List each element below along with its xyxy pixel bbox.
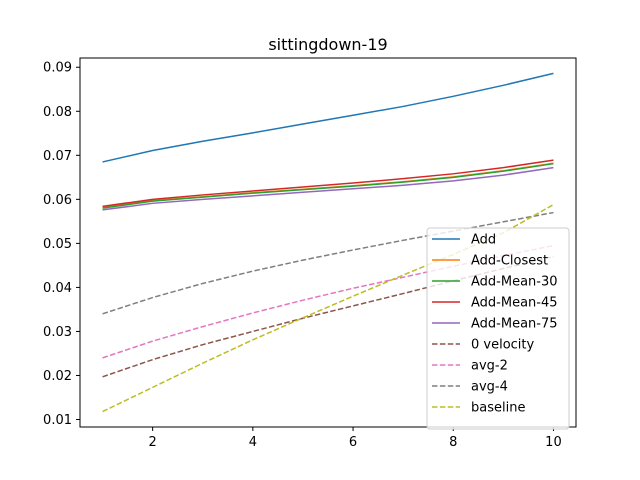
legend-label: Add-Closest (471, 254, 548, 269)
x-tick-label: 10 (545, 435, 562, 450)
y-tick-label: 0.09 (43, 61, 72, 76)
x-axis: 2 4 6 8 10 (149, 427, 562, 450)
y-tick-label: 0.03 (43, 325, 72, 340)
x-tick-label: 8 (449, 435, 457, 450)
series-line-3 (102, 162, 554, 209)
x-tick-label: 4 (249, 435, 257, 450)
x-tick-label: 2 (149, 435, 157, 450)
series-line-8 (102, 211, 554, 315)
chart-title: sittingdown-19 (268, 35, 387, 54)
series-line-1 (102, 72, 554, 163)
legend-label: 0 velocity (471, 338, 535, 353)
y-tick-label: 0.08 (43, 105, 72, 120)
legend-label: avg-4 (471, 380, 508, 395)
legend-label: baseline (471, 401, 525, 416)
legend-label: Add-Mean-30 (471, 275, 558, 290)
legend-label: Add-Mean-75 (471, 317, 558, 332)
y-tick-label: 0.05 (43, 237, 72, 252)
y-tick-label: 0.07 (43, 149, 72, 164)
legend-label: Add-Mean-45 (471, 296, 558, 311)
legend-label: Add (471, 233, 496, 248)
legend-label: avg-2 (471, 359, 508, 374)
series-line-5 (102, 166, 554, 211)
y-tick-label: 0.02 (43, 369, 72, 384)
series-line-4 (102, 159, 554, 208)
legend: Add Add-Closest Add-Mean-30 Add-Mean-45 Add-… (426, 227, 570, 430)
plot-frame (79, 57, 577, 428)
y-tick-label: 0.01 (43, 413, 72, 428)
legend-box (426, 227, 570, 430)
y-axis: 0.01 0.02 0.03 0.04 0.05 0.06 0.07 0.08 0.09 (43, 61, 80, 428)
y-tick-label: 0.04 (43, 281, 72, 296)
y-tick-label: 0.06 (43, 193, 72, 208)
x-tick-label: 6 (349, 435, 357, 450)
